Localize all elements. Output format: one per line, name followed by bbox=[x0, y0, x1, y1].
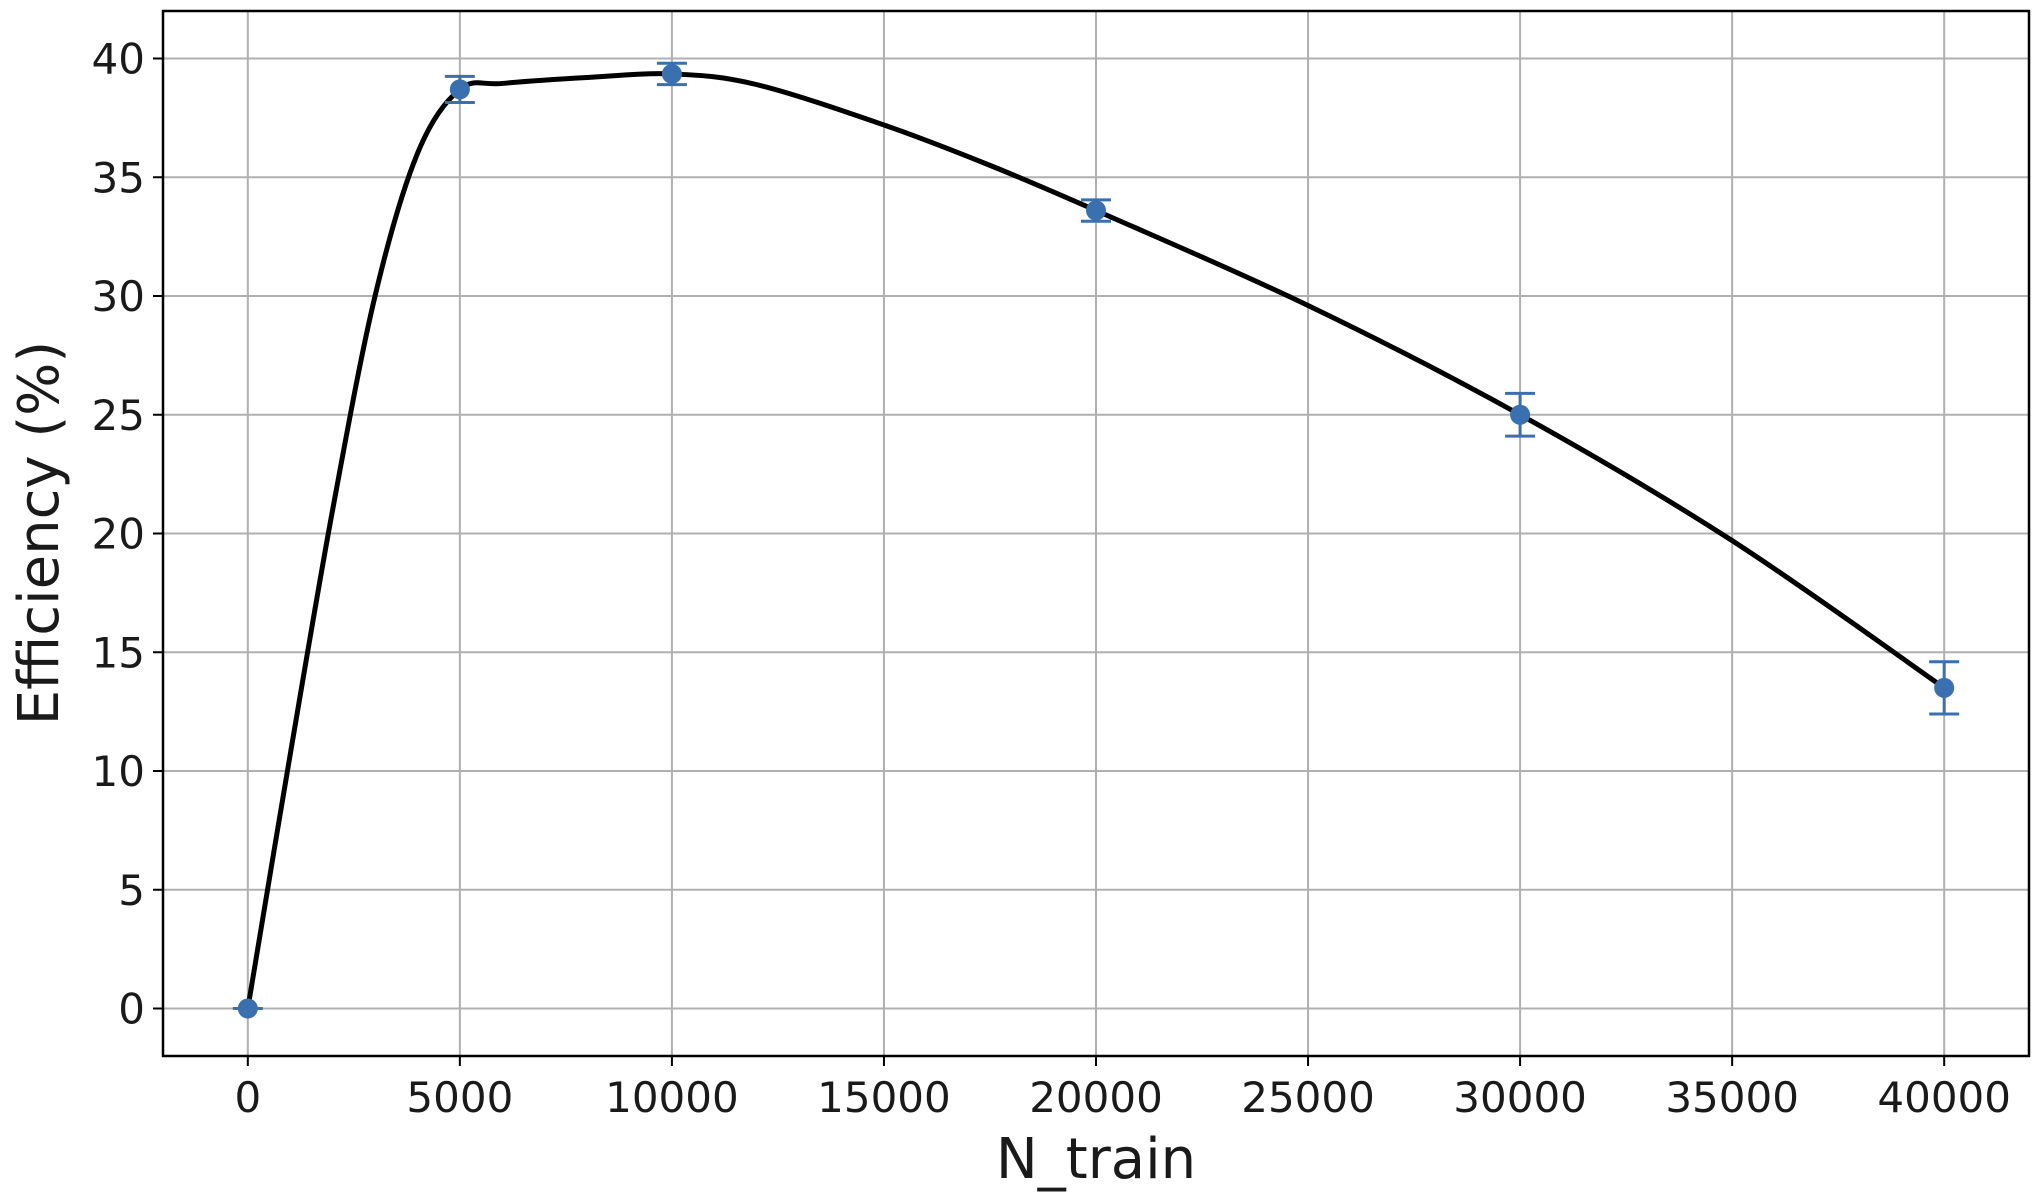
y-tick-label: 15 bbox=[92, 628, 145, 677]
grid-layer bbox=[163, 11, 2029, 1056]
data-point bbox=[661, 63, 682, 84]
y-tick-label: 40 bbox=[92, 35, 145, 84]
x-tick-label: 25000 bbox=[1241, 1073, 1375, 1122]
series-layer bbox=[232, 61, 1960, 1019]
x-tick-label: 20000 bbox=[1029, 1073, 1163, 1122]
x-tick-label: 0 bbox=[234, 1073, 261, 1122]
y-tick-label: 10 bbox=[92, 747, 145, 796]
y-tick-label: 0 bbox=[118, 985, 145, 1034]
y-tick-label: 20 bbox=[92, 510, 145, 559]
data-point bbox=[1510, 404, 1531, 425]
x-axis-title: N_train bbox=[996, 1127, 1196, 1192]
trend-line bbox=[245, 71, 1946, 1009]
x-tick-label: 5000 bbox=[406, 1073, 513, 1122]
data-point bbox=[1086, 200, 1106, 221]
tick-layer: 0 5000 10000 15000 20000 25000 30000 35000 40000… bbox=[92, 35, 2011, 1123]
y-axis-title: Efficiency (%) bbox=[7, 341, 72, 725]
x-tick-label: 10000 bbox=[605, 1073, 739, 1122]
plot-frame bbox=[161, 9, 2031, 1058]
y-tick-label: 25 bbox=[92, 391, 145, 440]
data-point bbox=[449, 79, 470, 100]
x-tick-label: 40000 bbox=[1877, 1073, 2011, 1122]
data-point bbox=[237, 998, 258, 1019]
data-point bbox=[1934, 677, 1955, 698]
x-tick-label: 35000 bbox=[1665, 1073, 1799, 1122]
y-tick-label: 35 bbox=[92, 153, 145, 202]
y-tick-label: 5 bbox=[118, 866, 145, 915]
y-tick-label: 30 bbox=[92, 272, 145, 321]
x-tick-label: 15000 bbox=[817, 1073, 951, 1122]
x-tick-label: 30000 bbox=[1453, 1073, 1587, 1122]
